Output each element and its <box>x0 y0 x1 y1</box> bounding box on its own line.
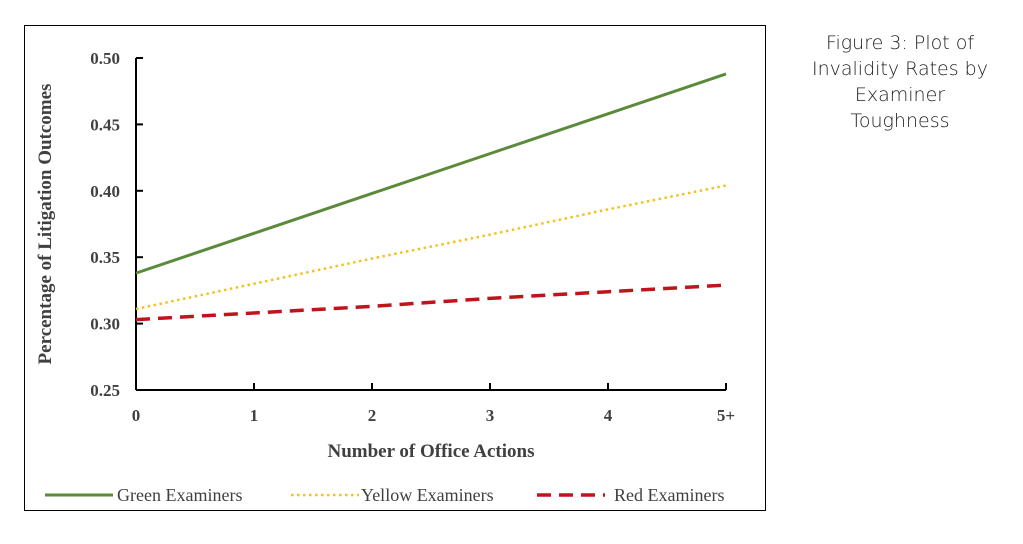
series-line-green-examiners <box>135 72 727 275</box>
legend-label: Green Examiners <box>117 485 242 505</box>
line-chart: 0.25 0.30 0.35 0.40 0.45 0.50 0 1 2 3 4 5+ Number of… <box>35 49 735 505</box>
figure-caption: Figure 3: Plot of Invalidity Rates by Ex… <box>790 30 1010 134</box>
x-tick-label: 0 <box>132 406 141 425</box>
caption-line-1: Figure 3: Plot of <box>825 32 975 54</box>
y-tick-label: 0.40 <box>90 182 120 201</box>
y-tick-label: 0.25 <box>90 381 120 400</box>
x-tick-label: 3 <box>486 406 495 425</box>
legend-label: Yellow Examiners <box>361 485 494 505</box>
series-line-red-examiners <box>135 283 727 322</box>
caption-line-3: Examiner <box>854 84 946 106</box>
caption-line-4: Toughness <box>850 110 950 132</box>
chart-frame: 0.25 0.30 0.35 0.40 0.45 0.50 0 1 2 3 4 5+ Number of… <box>24 25 766 511</box>
y-tick-label: 0.45 <box>90 115 120 134</box>
caption-line-2: Invalidity Rates by <box>812 58 988 80</box>
x-tick-label: 5+ <box>717 406 735 425</box>
x-axis-title: Number of Office Actions <box>327 441 534 462</box>
y-tick-label: 0.50 <box>90 49 120 68</box>
x-tick-label: 4 <box>604 406 613 425</box>
x-tick-label: 1 <box>250 406 259 425</box>
series-line-yellow-examiners <box>135 184 727 311</box>
y-tick-label: 0.35 <box>90 248 120 267</box>
legend-label: Red Examiners <box>614 485 724 505</box>
y-axis-title: Percentage of Litigation Outcomes <box>35 84 56 365</box>
x-tick-label: 2 <box>368 406 377 425</box>
y-tick-label: 0.30 <box>90 315 120 334</box>
